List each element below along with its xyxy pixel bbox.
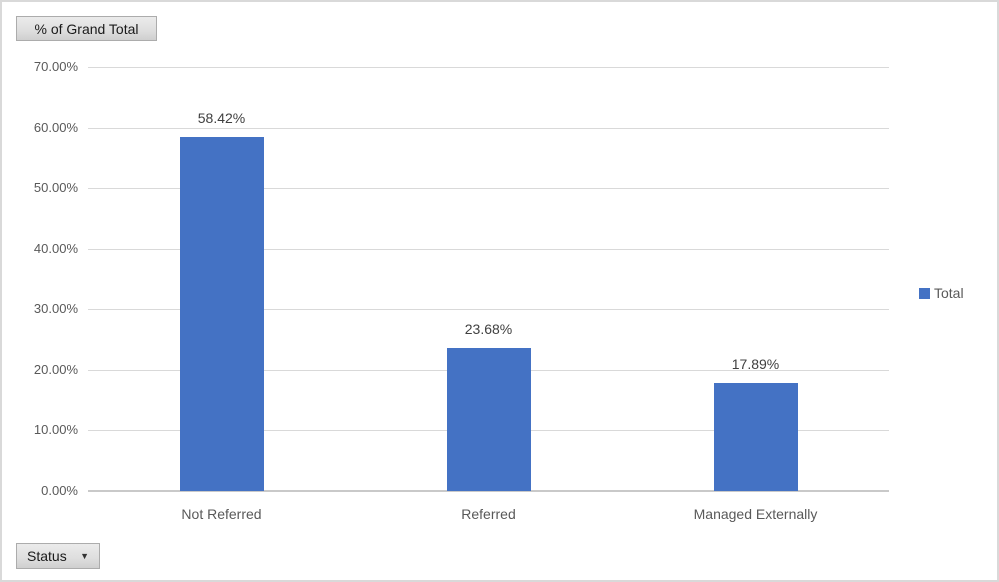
y-axis-tick-label: 20.00%: [33, 361, 78, 377]
x-category-label: Not Referred: [181, 506, 262, 522]
y-axis-tick-label: 70.00%: [33, 59, 78, 74]
bar-data-label: 58.42%: [197, 110, 246, 127]
value-field-button[interactable]: % of Grand Total: [16, 16, 157, 41]
y-axis-tick-label: 50.00%: [33, 180, 78, 196]
horizontal-gridline: [88, 248, 889, 250]
horizontal-gridline: [88, 67, 889, 68]
axis-field-label: Status: [27, 548, 67, 564]
x-category-label: Managed Externally: [693, 506, 818, 522]
horizontal-gridline: [88, 309, 889, 311]
axis-field-filter-button[interactable]: Status ▼: [16, 543, 100, 569]
legend-label: Total: [934, 285, 964, 301]
bar-not-referred[interactable]: [179, 137, 264, 491]
horizontal-gridline: [88, 188, 889, 190]
y-axis-tick-label: 40.00%: [33, 240, 78, 256]
bar-referred[interactable]: [446, 347, 531, 491]
x-category-label: Referred: [461, 506, 516, 522]
y-axis-tick-label: 10.00%: [33, 422, 78, 438]
legend-swatch-icon: [919, 287, 930, 299]
bar-managed-externally[interactable]: [713, 382, 798, 491]
horizontal-gridline: [88, 127, 889, 129]
value-field-label: % of Grand Total: [34, 20, 139, 37]
legend[interactable]: Total: [919, 284, 964, 302]
bar-data-label: 23.68%: [464, 320, 513, 337]
y-axis-tick-label: 0.00%: [41, 483, 78, 498]
x-axis-line: [88, 490, 889, 492]
dropdown-arrow-icon: ▼: [80, 550, 89, 561]
y-axis-tick-label: 30.00%: [33, 301, 78, 317]
y-axis-tick-label: 60.00%: [33, 119, 78, 135]
bar-data-label: 17.89%: [731, 355, 780, 372]
